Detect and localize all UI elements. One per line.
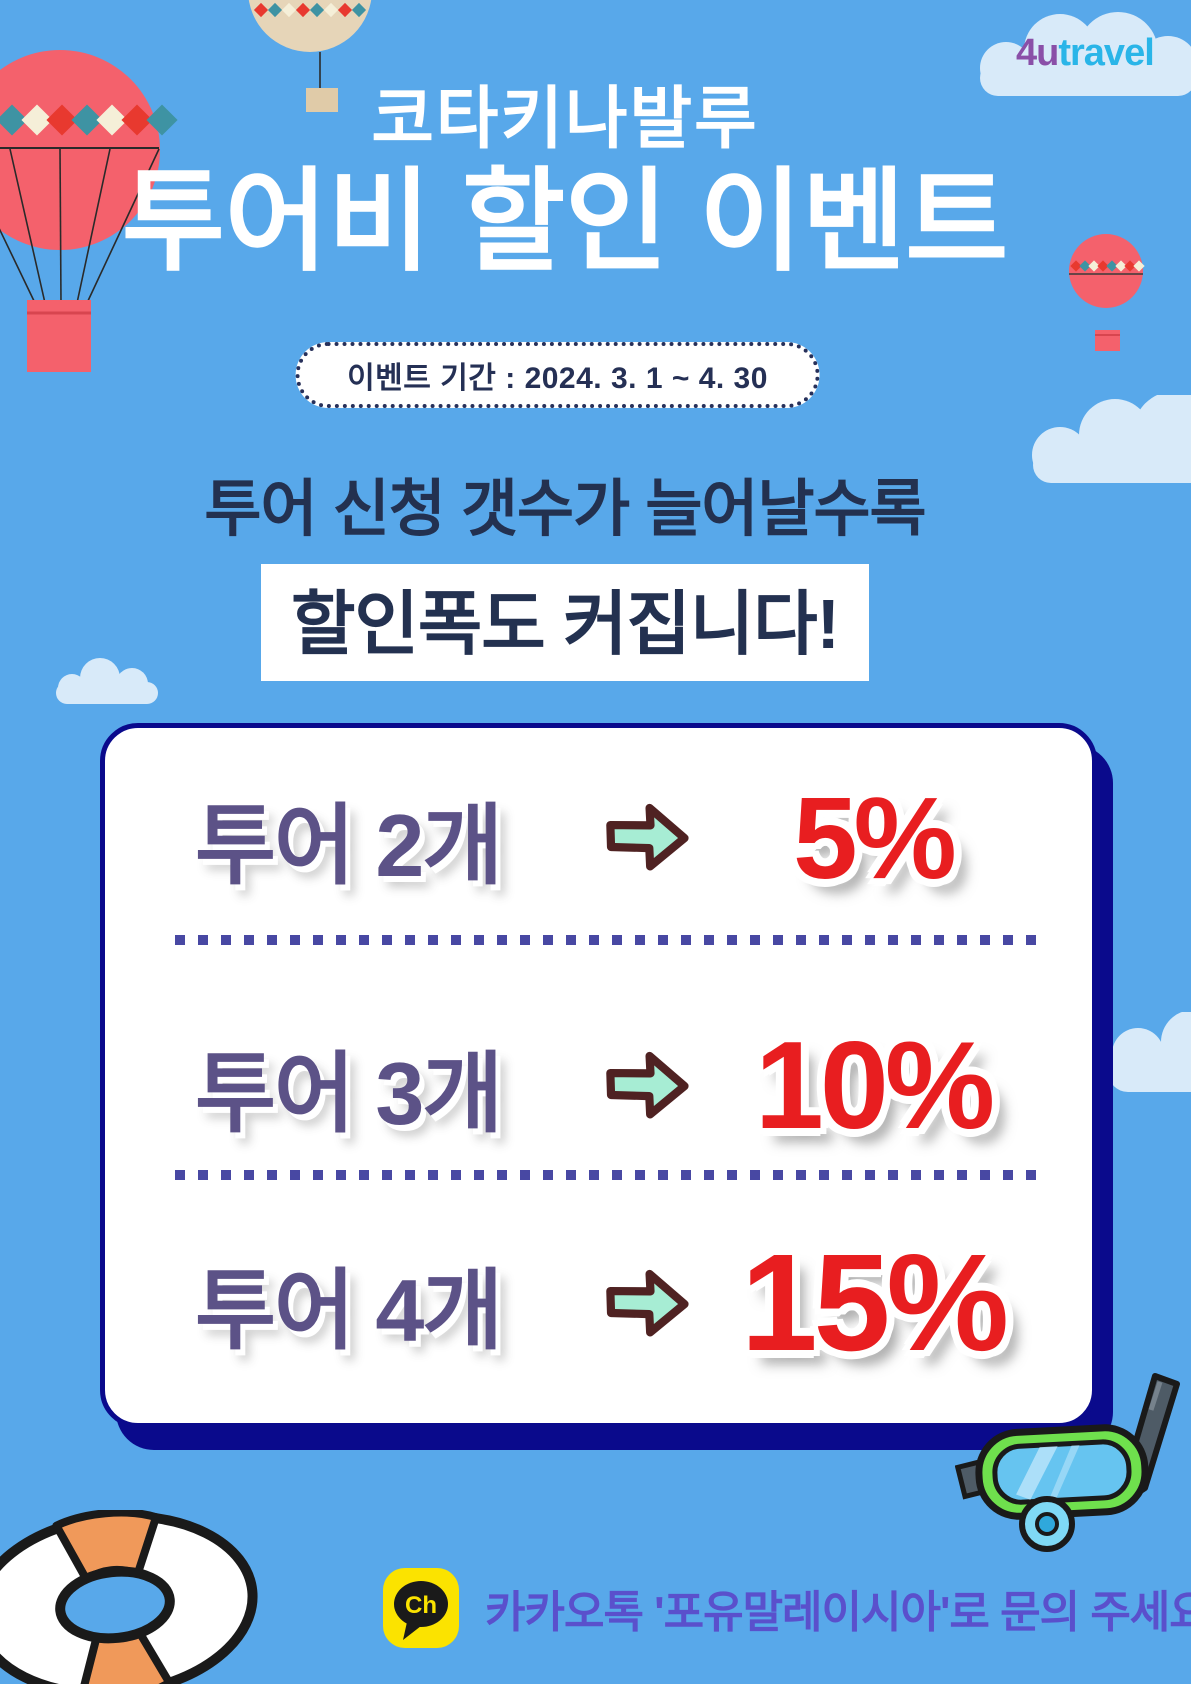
small-balloon-diamond-band [1070,260,1145,272]
beige-balloon-basket [306,88,338,112]
brand-logo: 4utravel [1016,32,1155,75]
page-title-event: 투어비 할인 이벤트 [121,159,1009,285]
table-row: 투어 2개 5% [160,763,1052,913]
beige-balloon-diamond-band [253,2,367,18]
table-row: 투어 3개 10% [160,1011,1052,1161]
discount-percent: 5% [793,773,957,903]
tour-count-label: 투어 3개 [195,1043,503,1143]
footer: Ch 카카오톡 '포유말레이시아'로 문의 주세요. [383,1568,1191,1648]
brand-logo-4u: 4u [1016,32,1059,74]
discount-percent: 10% [754,1017,995,1155]
tour-count-label: 투어 4개 [195,1261,503,1360]
page-title-location: 코타키나발루 [371,81,759,157]
header: 코타키나발루 투어비 할인 이벤트 [35,81,1095,285]
balloon-ropes [0,148,160,304]
kakao-channel-label: Ch [405,1592,437,1619]
dotted-separator [175,935,1047,945]
table-row: 투어 4개 15% [160,1216,1052,1391]
subtitle-line2: 할인폭도 커집니다! [291,585,840,663]
cloud-icon [1032,395,1191,483]
discount-percent: 15% [740,1226,1009,1380]
balloon-basket [27,300,91,372]
kakao-channel-icon: Ch [383,1568,459,1648]
brand-logo-travel: travel [1058,32,1154,74]
beige-balloon-icon [248,0,372,112]
dotted-separator [175,1170,1047,1180]
small-red-balloon-icon [1069,234,1145,351]
event-period-badge: 이벤트 기간 : 2024. 3. 1 ~ 4. 30 [295,342,820,408]
cloud-right-icon [1108,1012,1191,1092]
subtitle-highlight-box: 할인폭도 커집니다! [261,564,869,681]
arrow-right-icon [606,1269,689,1336]
tour-count-label: 투어 2개 [195,795,503,895]
subtitle: 투어 신청 갯수가 늘어날수록 할인폭도 커집니다! [35,458,1095,681]
arrow-right-icon [606,1051,689,1119]
small-cloud-icon [56,658,158,704]
event-period-text: 이벤트 기간 : 2024. 3. 1 ~ 4. 30 [347,362,768,395]
swim-ring-icon [0,1510,258,1684]
arrow-right-icon [606,803,689,871]
small-balloon-basket [1095,330,1120,351]
subtitle-line1: 투어 신청 갯수가 늘어날수록 [204,475,926,544]
snorkel-mask-icon [955,1373,1180,1552]
contact-text: 카카오톡 '포유말레이시아'로 문의 주세요. [485,1588,1191,1637]
logo-cloud-icon [980,12,1191,96]
hot-air-balloon-icon [0,50,178,372]
balloon-diamond-band [0,104,178,136]
discount-card: 투어 2개 5% 투어 3개 10% 투어 4개 15% [100,723,1097,1428]
